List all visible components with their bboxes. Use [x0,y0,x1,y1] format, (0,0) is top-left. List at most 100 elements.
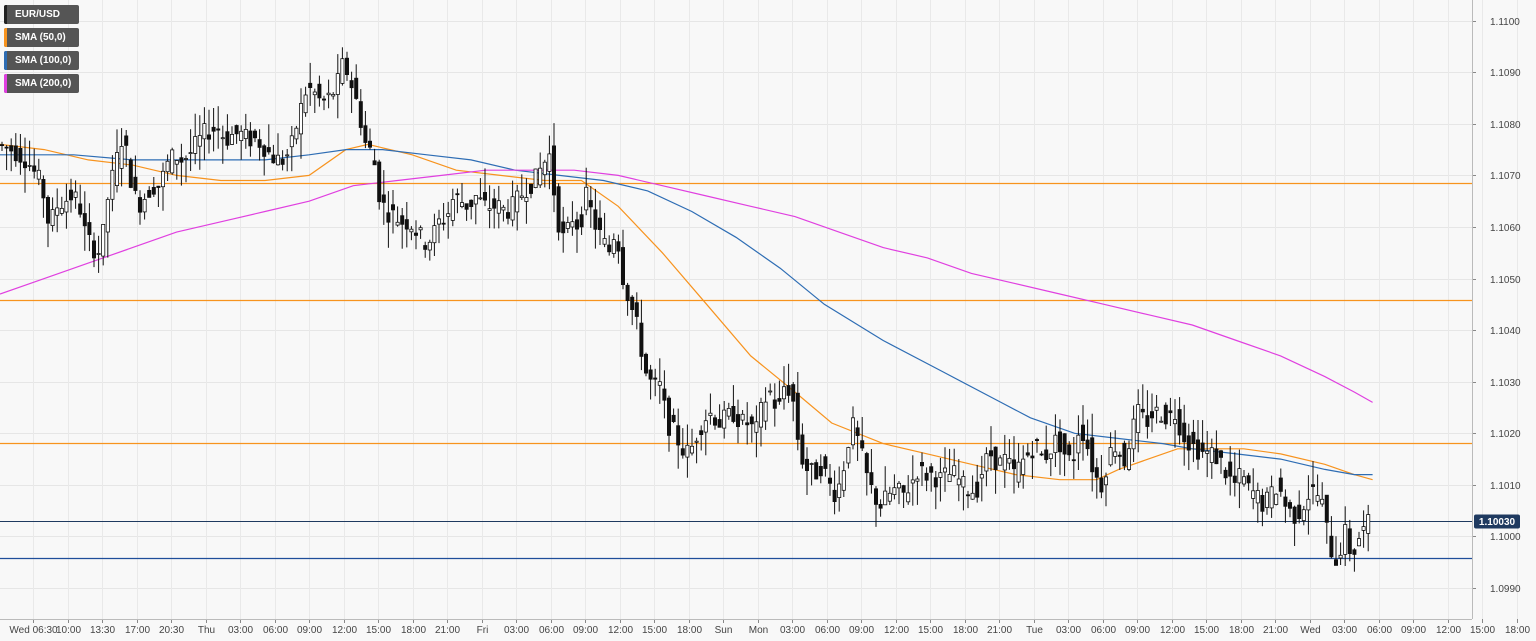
candle-body [736,414,741,428]
candle-body [142,198,147,213]
candle-body [1113,451,1118,457]
x-tick-label: Wed [1300,625,1320,636]
candle-body [1071,459,1076,462]
legend: EUR/USD SMA (50,0) SMA (100,0) SMA (200,0) [4,5,80,93]
y-tick-label: 1.1010 [1490,481,1521,492]
candle-body [156,185,161,188]
candle-body [1357,538,1362,547]
candle-body [676,425,681,446]
candle-body [970,492,975,500]
candle-body [482,191,487,201]
candle-body [1343,524,1348,555]
candle-body [349,80,354,89]
candle-body [1039,453,1044,456]
candle-body [418,227,423,231]
candle-body [1274,493,1279,505]
candle-body [87,222,92,236]
candle-body [133,176,138,191]
x-tick-label: 18:00 [1229,625,1254,636]
candle-body [183,158,188,160]
candle-body [621,247,626,285]
x-tick-label: 20:30 [159,625,184,636]
candle-body [119,145,124,169]
candle-body [542,161,547,176]
grid-lines [0,0,1518,619]
candle-body [1265,491,1270,508]
legend-item[interactable]: SMA (50,0) [4,28,80,47]
candle-body [285,154,290,157]
candle-body [455,193,460,196]
candle-body [9,145,14,152]
candle-body [216,128,221,131]
candle-body [50,209,55,227]
candle-body [1145,415,1150,427]
y-tick-label: 1.1020 [1490,429,1521,440]
candle-body [13,145,18,162]
candle-body [515,190,520,213]
candle-body [32,165,37,172]
candle-body [795,392,800,440]
candle-body [1292,506,1297,524]
legend-item[interactable]: SMA (200,0) [4,74,80,93]
candle-body [754,421,759,433]
candle-body [1076,434,1081,454]
x-tick-label: 12:00 [1160,625,1185,636]
candle-body [1228,461,1233,477]
candle-body [160,170,165,188]
legend-swatch [4,28,7,47]
candle-body [920,461,925,467]
candle-body [726,407,731,417]
candle-body [151,186,156,195]
x-tick-label: 12:00 [332,625,357,636]
candle-body [473,194,478,205]
candle-body [1196,439,1201,460]
candle-body [115,152,120,186]
x-tick-label: 15:00 [642,625,667,636]
candle-body [837,483,842,499]
x-tick-label: 03:00 [1056,625,1081,636]
candle-body [1173,419,1178,425]
candle-body [1288,502,1293,509]
candle-body [400,215,405,225]
candle-body [1242,476,1247,485]
candle-body [1025,452,1030,456]
candle-body [740,413,745,421]
candle-body [59,207,64,214]
candle-body [308,82,313,89]
candle-body [331,94,336,97]
candle-body [855,427,860,436]
x-tick-label: 03:00 [1332,625,1357,636]
candle-body [1177,409,1182,436]
candle-body [630,296,635,311]
candle-body [717,419,722,428]
x-tick-label: 15:00 [1470,625,1495,636]
candle-body [1159,420,1164,423]
candle-body [390,204,395,211]
candle-body [685,444,690,458]
candle-body [570,221,575,228]
candle-body [395,221,400,226]
candle-body [427,241,432,251]
candle-body [1048,453,1053,459]
candle-body [197,135,202,147]
candle-body [1182,422,1187,443]
x-tick-label: 03:00 [228,625,253,636]
candle-body [464,203,469,210]
current-price-label: 1.10030 [1479,517,1516,528]
legend-item[interactable]: EUR/USD [4,5,80,24]
candle-body [667,397,672,436]
candle-body [768,390,773,393]
y-tick-label: 1.1080 [1490,120,1521,131]
x-tick-label: 10:00 [56,625,81,636]
legend-item[interactable]: SMA (100,0) [4,51,80,70]
legend-label: EUR/USD [15,9,61,20]
candle-body [252,130,257,139]
candle-body [1251,490,1256,499]
horizontal-levels [0,182,1472,560]
candle-body [446,213,451,217]
x-tick-label: 06:00 [263,625,288,636]
candle-body [759,402,764,428]
x-tick-label: 15:00 [1194,625,1219,636]
x-tick-label: 12:00 [884,625,909,636]
